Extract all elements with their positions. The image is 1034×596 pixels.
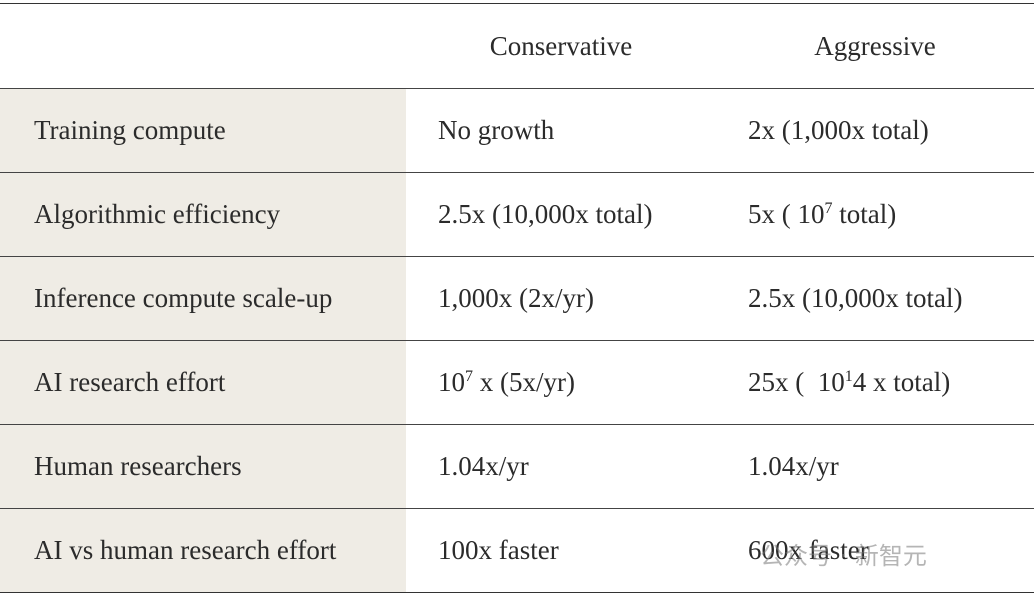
table-body: Training compute No growth 2x (1,000x tota…: [0, 88, 1034, 593]
row-label: AI vs human research effort: [0, 508, 406, 593]
cell-text: 25x ( 10: [748, 367, 845, 397]
table-cell: 5x ( 107 total): [716, 172, 1034, 257]
row-label: Human researchers: [0, 424, 406, 509]
table-cell: 1,000x (2x/yr): [406, 256, 716, 341]
cell-text: 5x ( 10: [748, 199, 825, 229]
table-cell: 1.04x/yr: [406, 424, 716, 509]
cell-text: 4 x total): [852, 367, 951, 397]
table-row: Training compute No growth 2x (1,000x tota…: [0, 88, 1034, 173]
table-cell: 2.5x (10,000x total): [716, 256, 1034, 341]
header-row: Conservative Aggressive: [0, 4, 1034, 89]
table-row: Inference compute scale-up 1,000x (2x/yr)…: [0, 256, 1034, 341]
column-header: Conservative: [489, 30, 633, 61]
superscript: 7: [465, 368, 473, 385]
column-header: Aggressive: [814, 30, 936, 61]
table-cell: 25x ( 1014 x total): [716, 340, 1034, 425]
cell-text: total): [832, 199, 897, 229]
table-cell: 2x (1,000x total): [716, 88, 1034, 173]
table-row: Human researchers 1.04x/yr 1.04x/yr: [0, 424, 1034, 509]
cell-text: 10: [438, 367, 465, 397]
table-row: Algorithmic efficiency 2.5x (10,000x tota…: [0, 172, 1034, 257]
table-cell: 600x faster: [716, 508, 1034, 593]
table-cell: 107 x (5x/yr): [406, 340, 716, 425]
superscript: 7: [824, 200, 833, 217]
row-label: Training compute: [0, 88, 406, 173]
table-cell: 2.5x (10,000x total): [406, 172, 716, 257]
row-label: Inference compute scale-up: [0, 256, 406, 341]
row-label: AI research effort: [0, 340, 406, 425]
column-header: [0, 4, 406, 89]
comparison-table: Conservative Aggressive Training compute N…: [0, 3, 1034, 593]
row-label: Algorithmic efficiency: [0, 172, 406, 257]
cell-text: x (5x/yr): [473, 367, 575, 397]
table-cell: 100x faster: [406, 508, 716, 593]
table-cell: No growth: [406, 88, 716, 173]
superscript: 1: [844, 368, 853, 385]
table-row: AI vs human research effort 100x faster 60…: [0, 508, 1034, 593]
table-row: AI research effort 107 x (5x/yr) 25x ( 101…: [0, 340, 1034, 425]
table-cell: 1.04x/yr: [716, 424, 1034, 509]
watermark: 公众号 · 新智元: [760, 542, 927, 570]
